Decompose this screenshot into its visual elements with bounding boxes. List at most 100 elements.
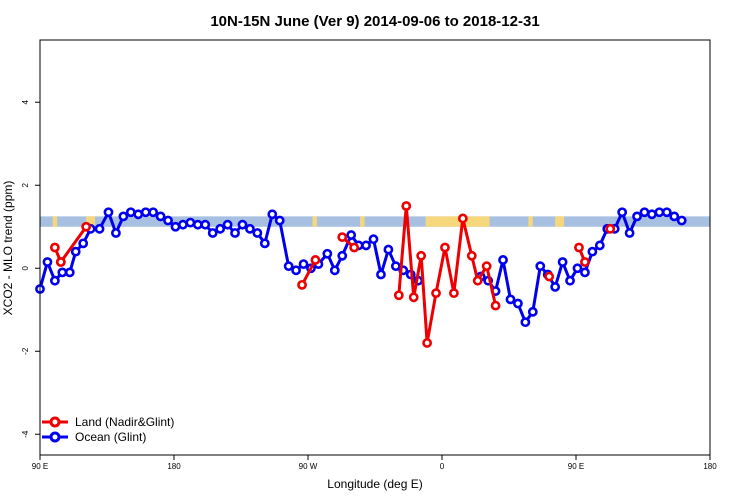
land-point — [55, 257, 66, 267]
land-point — [605, 223, 616, 234]
ocean-point — [133, 209, 144, 220]
ocean-point — [155, 211, 166, 222]
ocean-point — [527, 306, 538, 317]
ocean-point — [185, 217, 196, 228]
ocean-point — [148, 207, 159, 218]
ocean-point — [361, 240, 371, 251]
land-band-span — [555, 216, 565, 227]
ocean-point — [676, 215, 687, 226]
ocean-point — [639, 207, 650, 218]
ocean-point — [57, 267, 68, 278]
land-ocean-band — [40, 216, 710, 227]
ocean-point — [118, 211, 129, 222]
land-point — [337, 232, 348, 243]
legend-ocean-label: Ocean (Glint) — [75, 430, 146, 444]
land-point — [401, 201, 412, 211]
ocean-point — [64, 267, 75, 278]
ocean-band — [40, 216, 710, 227]
y-tick-label: 2 — [21, 182, 30, 187]
land-band-span — [425, 216, 490, 227]
land-point — [449, 288, 459, 299]
plot-frame — [39, 39, 711, 456]
chart-title: 10N-15N June (Ver 9) 2014-09-06 to 2018-… — [210, 13, 539, 30]
ocean-point — [557, 257, 568, 267]
ocean-point — [245, 223, 255, 234]
land-point — [440, 242, 450, 253]
land-point — [457, 213, 468, 224]
ocean-point — [346, 230, 357, 240]
land-point — [481, 261, 492, 272]
land-point — [544, 271, 555, 282]
ocean-point — [111, 228, 121, 238]
ocean-point — [624, 228, 635, 238]
land-point — [81, 221, 92, 232]
ocean-point — [200, 219, 211, 230]
land-band-span — [360, 216, 365, 227]
ocean-point — [661, 207, 672, 218]
ocean-point — [390, 261, 401, 272]
ocean-point — [237, 219, 248, 230]
ocean-point — [103, 207, 114, 218]
ocean-point — [337, 250, 348, 261]
land-point — [49, 242, 60, 253]
ocean-point — [42, 257, 53, 267]
ocean-point — [632, 211, 642, 222]
ocean-point — [329, 265, 340, 276]
x-axis-label: Longitude (deg E) — [327, 477, 422, 491]
ocean-point — [291, 265, 301, 276]
land-point — [422, 338, 433, 348]
ocean-point — [163, 215, 173, 226]
land-point — [466, 250, 477, 261]
ocean-point — [368, 234, 379, 245]
land-point — [393, 290, 404, 301]
x-tick-label: 90 W — [299, 462, 318, 471]
x-tick-label: 90 E — [32, 462, 48, 471]
x-tick-label: 180 — [167, 462, 181, 471]
land-point — [310, 255, 321, 265]
land-band-span — [528, 216, 533, 227]
ocean-point — [283, 261, 294, 272]
ocean-point — [125, 207, 136, 218]
ocean-point — [274, 215, 285, 226]
ocean-point — [192, 219, 203, 230]
ocean-point — [140, 207, 151, 218]
land-point — [431, 288, 441, 299]
ocean-point — [505, 294, 516, 305]
ocean-point — [617, 207, 628, 218]
ocean-point — [70, 246, 81, 257]
ocean-point — [498, 255, 508, 265]
ocean-point — [322, 248, 333, 259]
ocean-point — [215, 223, 226, 234]
ocean-point — [94, 223, 105, 234]
ocean-point — [170, 221, 181, 232]
ocean-point — [550, 282, 561, 292]
ocean-point — [207, 228, 218, 238]
legend-land-label: Land (Nadir&Glint) — [75, 415, 174, 429]
ocean-point — [49, 275, 60, 286]
land-series-line — [59, 225, 88, 263]
legend-ocean-marker — [49, 431, 61, 443]
x-tick-label: 180 — [703, 462, 717, 471]
x-tick-label: 90 E — [568, 462, 584, 471]
land-point — [408, 292, 419, 303]
y-axis-label: XCO2 - MLO trend (ppm) — [1, 181, 15, 316]
land-point — [416, 250, 427, 261]
axes: 90 E 180 90 W 0 90 E 180 -4 -2 0 2 4 — [21, 99, 717, 471]
ocean-point — [669, 211, 680, 222]
land-point — [297, 279, 307, 290]
ocean-point — [647, 209, 657, 220]
ocean-point — [78, 238, 89, 249]
ocean-point — [535, 261, 546, 272]
ocean-point — [252, 228, 263, 238]
ocean-point — [565, 275, 575, 286]
ocean-point — [520, 317, 531, 328]
y-tick-label: 0 — [21, 265, 30, 270]
y-tick-label: -4 — [21, 430, 30, 438]
ocean-point — [587, 246, 598, 257]
ocean-point — [259, 238, 270, 249]
land-point — [490, 300, 501, 311]
ocean-point — [513, 298, 523, 309]
ocean-point — [654, 207, 665, 218]
ocean-point — [298, 259, 309, 269]
